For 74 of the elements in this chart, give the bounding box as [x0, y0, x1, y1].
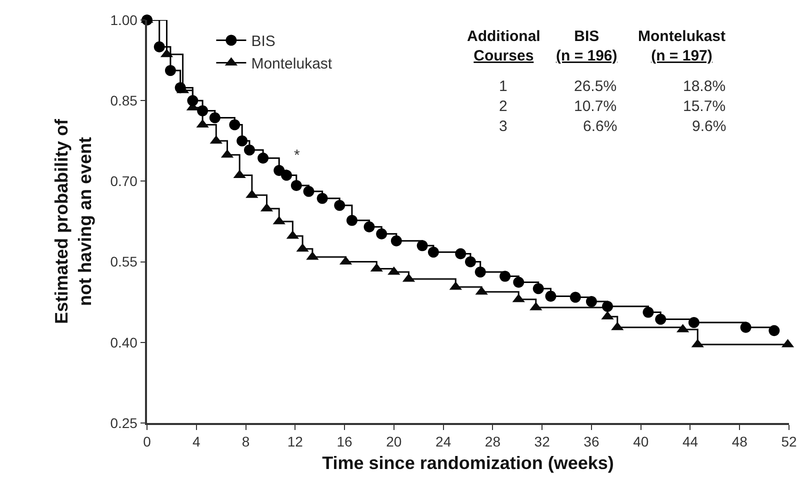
- point: [455, 248, 466, 260]
- annotation: 15.7%: [683, 98, 726, 115]
- point: [244, 144, 255, 156]
- x-tick-label: 44: [682, 434, 698, 450]
- y-tick-label: 1.00: [110, 12, 138, 28]
- x-tick-label: 4: [192, 434, 200, 450]
- point: [532, 283, 544, 294]
- point: [364, 221, 375, 232]
- x-tick-label: 32: [534, 434, 550, 450]
- annotation: 18.8%: [683, 78, 726, 95]
- y-tick-label: 0.85: [110, 92, 138, 108]
- x-tick-label: 36: [584, 434, 600, 450]
- x-tick-label: 12: [287, 434, 304, 450]
- point: [187, 95, 198, 106]
- point: [390, 235, 402, 246]
- x-tick-label: 8: [242, 434, 250, 450]
- point: [316, 192, 328, 204]
- y-tick-label: 0.70: [110, 173, 138, 190]
- point: [428, 246, 439, 258]
- point: [586, 296, 597, 308]
- annotation: 3: [499, 118, 508, 135]
- annotation: BIS (n = 196): [556, 28, 618, 64]
- point: [154, 41, 165, 52]
- point: [513, 276, 524, 288]
- y-tick-label: 0.55: [110, 254, 138, 270]
- annotation: 9.6%: [692, 118, 726, 135]
- y-tick-label: 0.25: [110, 414, 138, 431]
- x-tick-label: 20: [386, 434, 402, 450]
- point: [376, 228, 388, 240]
- x-tick-label: 16: [336, 434, 353, 450]
- point: [768, 325, 780, 336]
- point: [281, 170, 292, 181]
- point: [474, 266, 486, 278]
- legend-label: Montelukast: [251, 56, 333, 73]
- annotation: 6.6%: [583, 118, 618, 135]
- point: [740, 322, 752, 333]
- point: [258, 152, 269, 164]
- point: [500, 270, 511, 282]
- point: [688, 317, 700, 328]
- annotation: Additional Courses: [467, 28, 540, 64]
- x-tick-label: 24: [436, 434, 452, 450]
- point: [303, 186, 314, 197]
- x-tick-label: 40: [633, 434, 649, 450]
- point: [464, 256, 476, 268]
- x-tick-label: 28: [484, 434, 501, 450]
- point: [164, 65, 176, 76]
- point: [346, 214, 358, 226]
- annotation: 2: [499, 98, 508, 115]
- annotation: 10.7%: [574, 98, 617, 115]
- point: [274, 164, 285, 176]
- point: [229, 119, 240, 130]
- point: [570, 292, 581, 303]
- point: [209, 112, 220, 124]
- annotation: 1: [499, 78, 508, 95]
- x-axis-title: Time since randomization (weeks): [322, 453, 614, 474]
- point: [545, 290, 556, 302]
- x-tick-label: 52: [781, 434, 797, 450]
- point: [655, 314, 666, 325]
- point: [416, 240, 428, 252]
- annotation: Montelukast (n = 197): [638, 28, 726, 64]
- y-axis-title: Estimated probability of not having an event: [52, 118, 95, 324]
- x-tick-label: 0: [143, 434, 152, 450]
- point: [642, 306, 654, 318]
- point: [174, 82, 186, 94]
- x-tick-label: 48: [732, 434, 748, 450]
- annotation: *: [294, 147, 300, 164]
- legend-label: BIS: [251, 33, 276, 50]
- point: [290, 180, 302, 191]
- point: [197, 105, 208, 116]
- point: [602, 300, 614, 312]
- point: [236, 135, 248, 146]
- y-tick-label: 0.40: [110, 334, 138, 350]
- point: [334, 200, 346, 211]
- annotation: 26.5%: [574, 78, 617, 95]
